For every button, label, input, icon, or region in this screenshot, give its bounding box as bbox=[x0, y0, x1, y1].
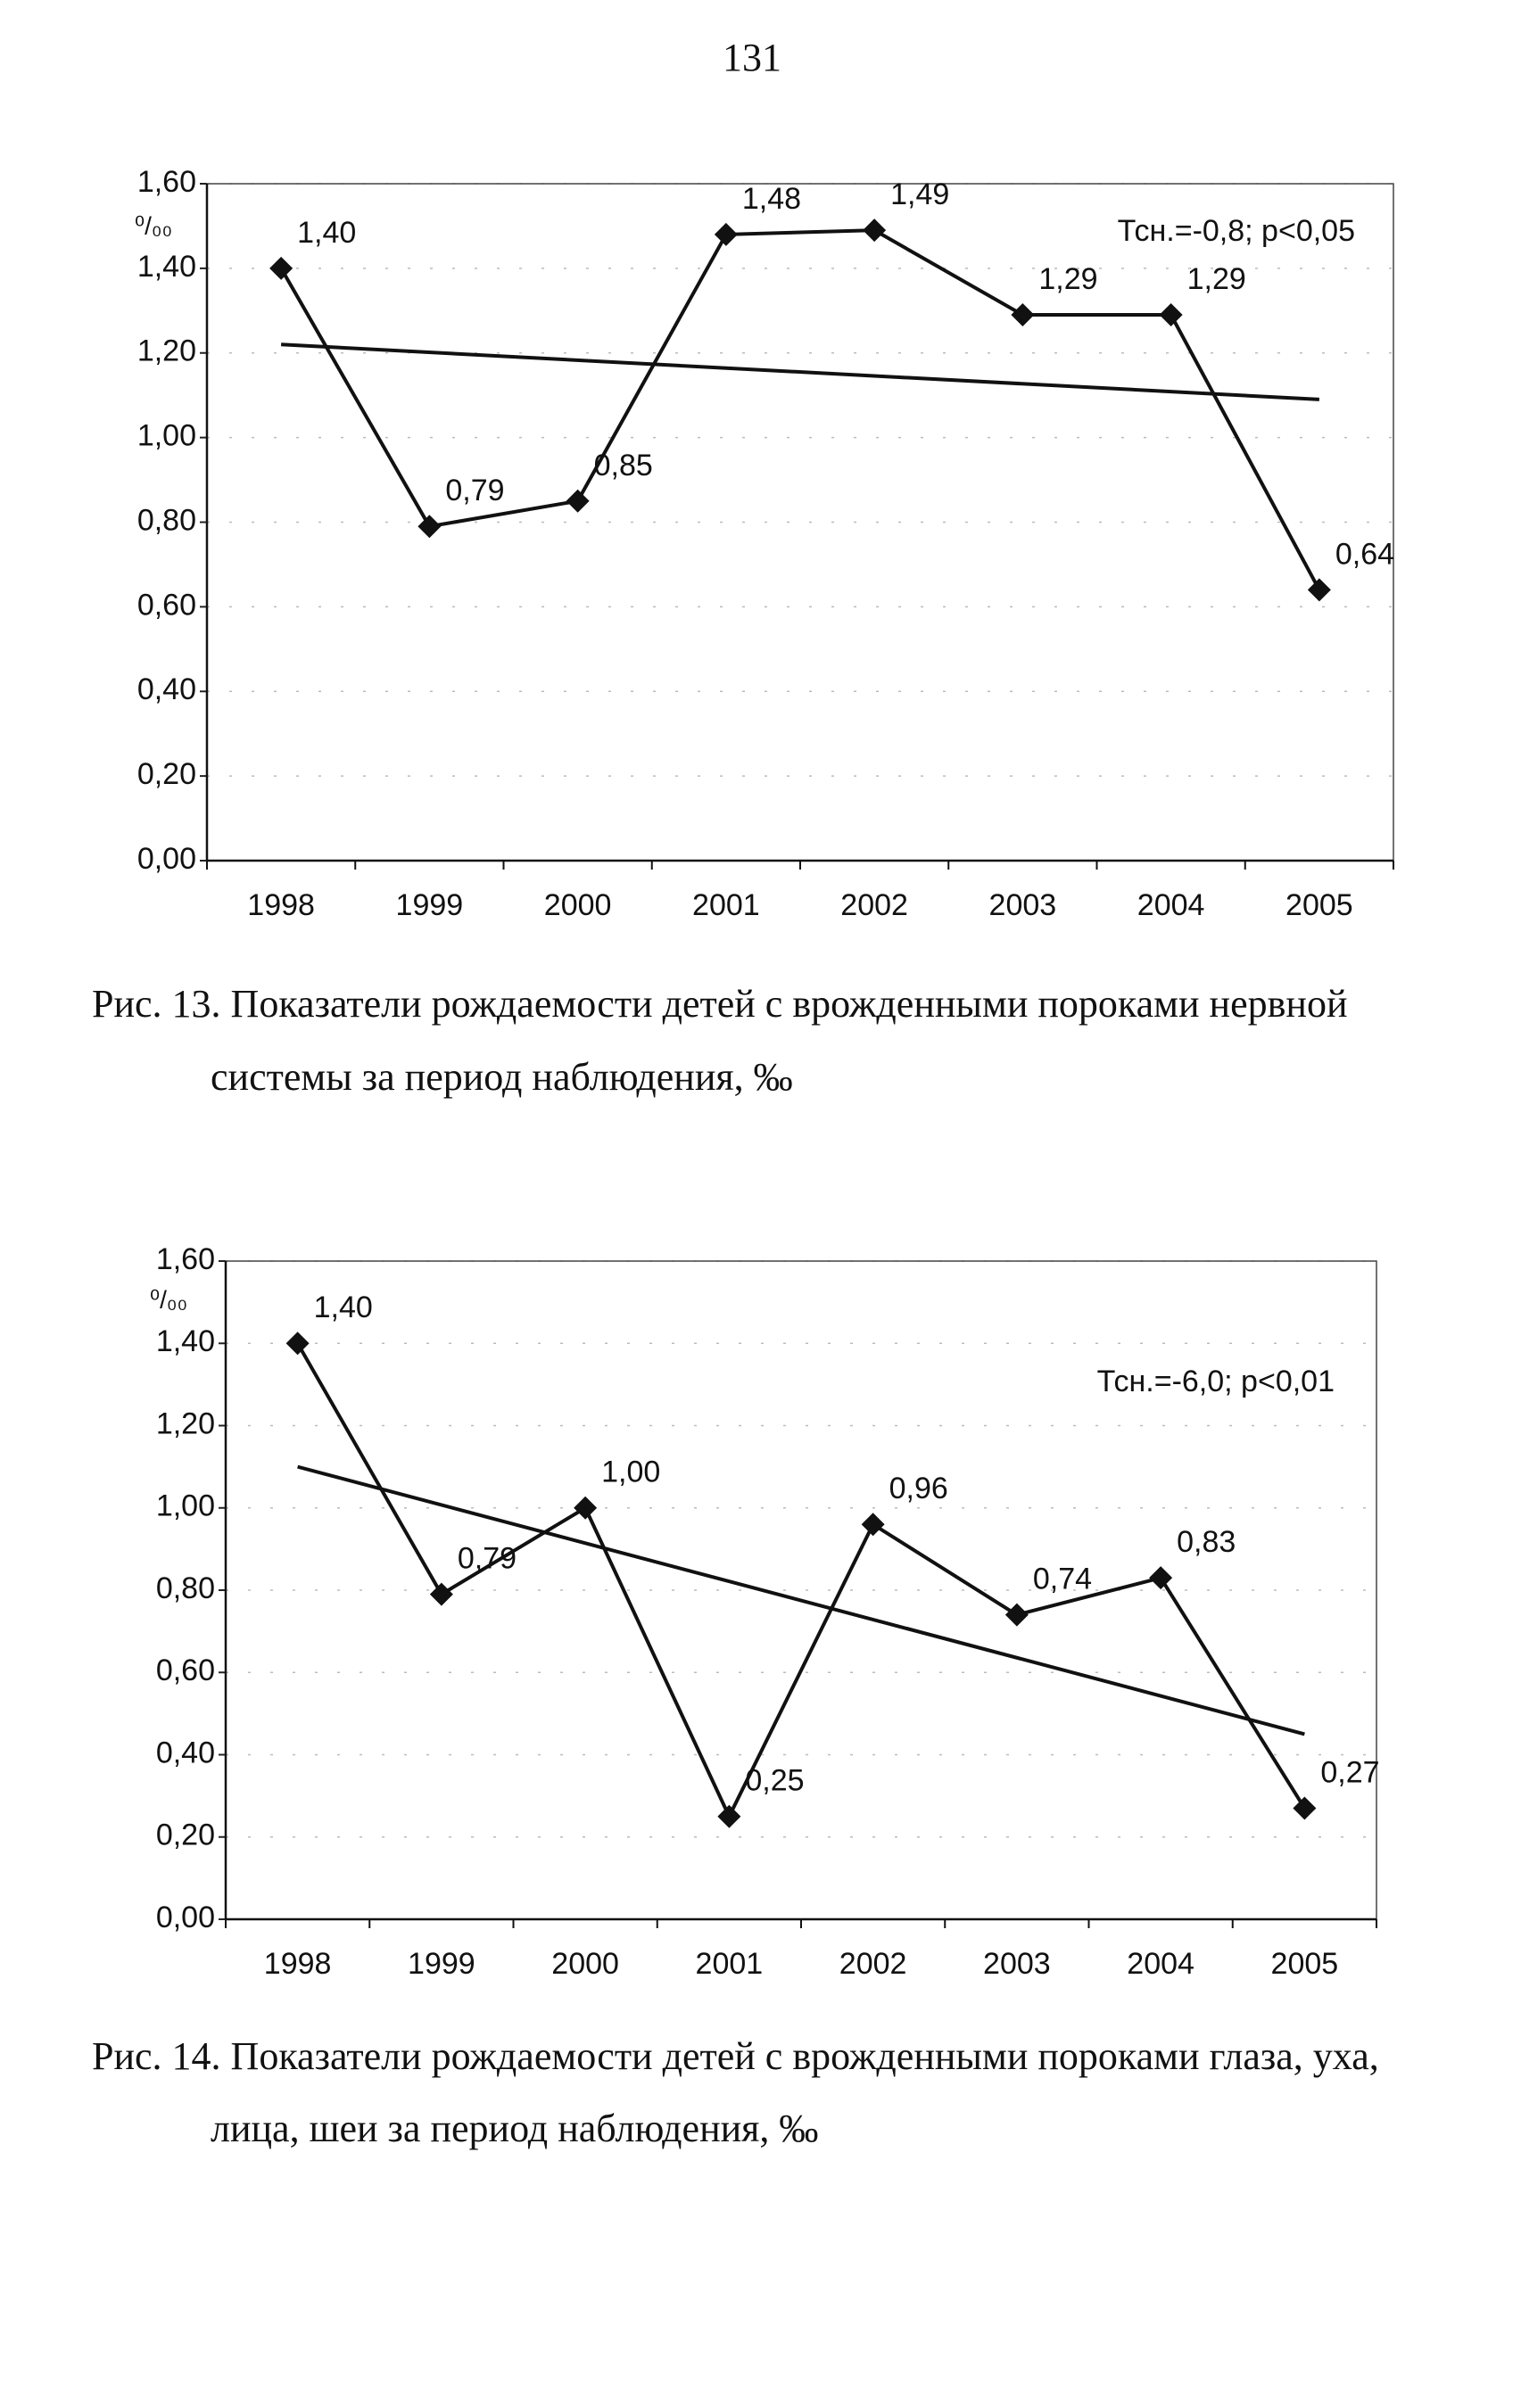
data-label: 0,79 bbox=[445, 474, 504, 507]
x-tick-label: 1999 bbox=[408, 1947, 475, 1981]
trend-line bbox=[281, 342, 1319, 401]
data-label: 1,40 bbox=[297, 216, 356, 250]
annotation: Тсн.=-0,8; р<0,05 bbox=[1118, 214, 1355, 248]
x-tick-label: 1999 bbox=[396, 888, 464, 922]
y-tick-label: 0,80 bbox=[156, 1571, 215, 1605]
x-tick-label: 2004 bbox=[1137, 888, 1205, 922]
data-point bbox=[863, 219, 887, 243]
y-tick-label: 0,00 bbox=[137, 842, 196, 876]
x-tick-label: 2002 bbox=[840, 888, 908, 922]
data-label: 0,25 bbox=[745, 1764, 804, 1798]
x-tick-label: 2005 bbox=[1271, 1947, 1339, 1981]
data-label: 0,96 bbox=[889, 1472, 948, 1505]
x-tick-label: 2001 bbox=[696, 1947, 764, 1981]
data-label: 0,79 bbox=[458, 1542, 517, 1576]
x-tick-label: 2000 bbox=[551, 1947, 619, 1981]
data-label: 1,40 bbox=[314, 1291, 373, 1324]
x-tick-label: 2004 bbox=[1127, 1947, 1194, 1981]
data-line bbox=[295, 1342, 1307, 1821]
y-tick-label: 1,20 bbox=[156, 1406, 215, 1440]
data-point bbox=[574, 1496, 598, 1520]
data-label: 1,00 bbox=[601, 1456, 660, 1489]
data-line bbox=[279, 228, 1321, 591]
data-label: 1,49 bbox=[890, 177, 949, 211]
y-tick-label: 0,40 bbox=[137, 672, 196, 706]
x-tick-label: 2005 bbox=[1285, 888, 1353, 922]
data-point bbox=[714, 222, 738, 246]
x-tick-label: 2000 bbox=[544, 888, 612, 922]
data-label: 0,85 bbox=[594, 449, 653, 482]
x-tick-label: 2002 bbox=[839, 1947, 907, 1981]
data-point bbox=[417, 515, 442, 539]
data-point bbox=[269, 256, 293, 280]
data-label: 0,27 bbox=[1320, 1755, 1379, 1789]
x-tick-label: 2001 bbox=[692, 888, 760, 922]
data-point bbox=[1293, 1796, 1317, 1820]
figure-caption: системы за период наблюдения, ‰ bbox=[211, 1055, 793, 1099]
data-label: 1,48 bbox=[742, 182, 801, 216]
data-point bbox=[861, 1513, 885, 1537]
plot-frame bbox=[225, 1260, 1377, 1920]
annotation: Тсн.=-6,0; р<0,01 bbox=[1097, 1365, 1335, 1398]
y-tick-label: 1,40 bbox=[137, 250, 196, 284]
y-tick-label: 0,60 bbox=[156, 1653, 215, 1687]
y-tick-label: 1,20 bbox=[137, 334, 196, 368]
page-number: 131 bbox=[723, 36, 781, 79]
data-label: 0,83 bbox=[1177, 1525, 1236, 1559]
y-unit-label: ⁰/₀₀ bbox=[150, 1285, 187, 1313]
x-tick-label: 2003 bbox=[989, 888, 1057, 922]
data-point bbox=[285, 1332, 310, 1356]
data-label: 1,29 bbox=[1187, 262, 1246, 296]
y-tick-label: 0,60 bbox=[137, 588, 196, 622]
x-tick-label: 1998 bbox=[264, 1947, 332, 1981]
data-point bbox=[1159, 303, 1183, 327]
y-tick-label: 0,20 bbox=[156, 1818, 215, 1852]
x-tick-label: 1998 bbox=[247, 888, 315, 922]
y-tick-label: 1,00 bbox=[137, 419, 196, 453]
y-tick-label: 1,40 bbox=[156, 1324, 215, 1358]
data-label: 1,29 bbox=[1038, 262, 1097, 296]
y-tick-label: 0,40 bbox=[156, 1736, 215, 1769]
data-point bbox=[429, 1582, 453, 1606]
y-tick-label: 0,80 bbox=[137, 503, 196, 537]
y-tick-label: 0,20 bbox=[137, 757, 196, 791]
data-point bbox=[717, 1804, 741, 1828]
y-tick-label: 1,00 bbox=[156, 1489, 215, 1523]
y-tick-label: 0,00 bbox=[156, 1901, 215, 1934]
figure-caption: Рис. 14. Показатели рождаемости детей с … bbox=[92, 2034, 1379, 2078]
data-point bbox=[1011, 303, 1035, 327]
data-point bbox=[1149, 1566, 1173, 1590]
x-tick-label: 2003 bbox=[983, 1947, 1051, 1981]
y-tick-label: 1,60 bbox=[137, 165, 196, 199]
figure-caption: лица, шеи за период наблюдения, ‰ bbox=[211, 2107, 818, 2150]
data-label: 0,74 bbox=[1033, 1563, 1092, 1596]
data-point bbox=[566, 489, 590, 513]
data-point bbox=[1004, 1603, 1029, 1627]
trend-line bbox=[297, 1464, 1305, 1736]
figure-caption: Рис. 13. Показатели рождаемости детей с … bbox=[92, 982, 1348, 1026]
y-tick-label: 1,60 bbox=[156, 1242, 215, 1276]
data-point bbox=[1307, 578, 1331, 602]
y-unit-label: ⁰/₀₀ bbox=[135, 211, 172, 239]
data-label: 0,64 bbox=[1335, 537, 1394, 571]
